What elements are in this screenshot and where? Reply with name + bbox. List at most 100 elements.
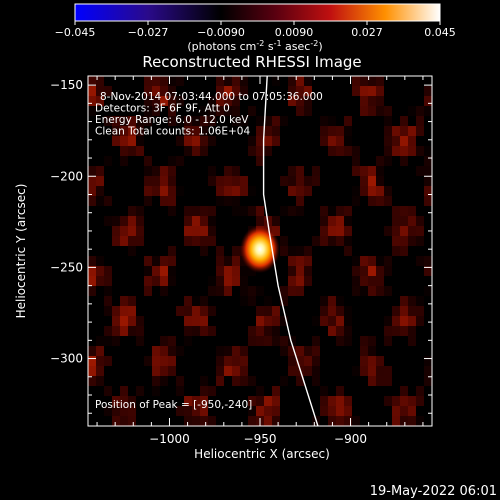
heatmap-cell — [336, 236, 344, 246]
heatmap-cell — [272, 226, 280, 236]
heatmap-cell — [256, 336, 264, 346]
heatmap-cell — [240, 116, 248, 126]
heatmap-cell — [192, 116, 200, 126]
heatmap-cell — [288, 176, 296, 186]
heatmap-cell — [144, 256, 152, 266]
heatmap-cell — [248, 136, 256, 146]
heatmap-cell — [296, 76, 304, 86]
heatmap-cell — [232, 256, 240, 266]
heatmap-cell — [352, 186, 360, 196]
heatmap-cell — [256, 126, 264, 136]
heatmap-cell — [144, 166, 152, 176]
heatmap-cell — [96, 196, 104, 206]
heatmap-cell — [200, 146, 208, 156]
heatmap-cell — [280, 316, 288, 326]
heatmap-cell — [384, 256, 392, 266]
heatmap-cell — [288, 336, 296, 346]
heatmap-cell — [344, 246, 352, 256]
heatmap-cell — [224, 286, 232, 296]
heatmap-cell — [128, 116, 136, 126]
heatmap-cell — [392, 136, 400, 146]
heatmap-cell — [160, 86, 168, 96]
heatmap-cell — [400, 406, 408, 416]
y-tick-label: −150 — [50, 78, 83, 92]
heatmap-cell — [296, 276, 304, 286]
heatmap-cell — [216, 376, 224, 386]
heatmap-cell — [232, 166, 240, 176]
heatmap-cell — [96, 76, 104, 86]
heatmap-cell — [192, 126, 200, 136]
heatmap-cell — [400, 316, 408, 326]
heatmap-cell — [296, 186, 304, 196]
heatmap-cell — [136, 216, 144, 226]
heatmap-cell — [168, 106, 176, 116]
heatmap-cell — [392, 226, 400, 236]
heatmap-cell — [416, 166, 424, 176]
heatmap-cell — [200, 116, 208, 126]
heatmap-cell — [336, 226, 344, 236]
heatmap-cell — [392, 416, 400, 426]
heatmap-cell — [168, 196, 176, 206]
heatmap-cell — [120, 226, 128, 236]
heatmap-cell — [224, 86, 232, 96]
heatmap-cell — [384, 116, 392, 126]
heatmap-cell — [216, 86, 224, 96]
heatmap-cell — [280, 346, 288, 356]
heatmap-cell — [192, 406, 200, 416]
heatmap-cell — [304, 246, 312, 256]
heatmap-cell — [320, 136, 328, 146]
heatmap-cell — [112, 306, 120, 316]
heatmap-cell — [96, 86, 104, 96]
heatmap-cell — [216, 346, 224, 356]
heatmap-cell — [248, 146, 256, 156]
heatmap-cell — [376, 366, 384, 376]
heatmap-cell — [232, 206, 240, 216]
heatmap-cell — [336, 216, 344, 226]
heatmap-cell — [272, 306, 280, 316]
heatmap-cell — [408, 326, 416, 336]
heatmap-cell — [296, 176, 304, 186]
heatmap-cell — [224, 76, 232, 86]
heatmap-cell — [88, 96, 96, 106]
heatmap-cell — [120, 396, 128, 406]
heatmap-cell — [368, 166, 376, 176]
heatmap-cell — [304, 76, 312, 86]
heatmap-cell — [104, 356, 112, 366]
heatmap-cell — [176, 186, 184, 196]
heatmap-cell — [232, 276, 240, 286]
heatmap-cell — [192, 136, 200, 146]
heatmap-cell — [256, 316, 264, 326]
heatmap-cell — [264, 306, 272, 316]
heatmap-cell — [144, 196, 152, 206]
heatmap-cell — [176, 76, 184, 86]
colorbar-tick-label: 0.027 — [351, 26, 383, 39]
heatmap-cell — [408, 146, 416, 156]
heatmap-cell — [344, 126, 352, 136]
heatmap-cell — [144, 156, 152, 166]
heatmap-cell — [96, 96, 104, 106]
heatmap-cell — [288, 246, 296, 256]
colorbar-units: (photons cm-2 s-1 asec-2) — [187, 39, 322, 53]
heatmap-cell — [304, 366, 312, 376]
heatmap-cell — [200, 126, 208, 136]
heatmap-cell — [200, 246, 208, 256]
heatmap-cell — [288, 166, 296, 176]
heatmap-cell — [208, 106, 216, 116]
generated-timestamp: 19-May-2022 06:01 — [370, 484, 497, 499]
heatmap-cell — [104, 276, 112, 286]
heatmap-cell — [424, 156, 432, 166]
heatmap-cell — [368, 356, 376, 366]
heatmap-cell — [424, 176, 432, 186]
heatmap-cell — [424, 106, 432, 116]
heatmap-cell — [400, 416, 408, 426]
y-tick-label: −200 — [50, 169, 83, 183]
heatmap-cell — [384, 376, 392, 386]
heatmap-cell — [336, 336, 344, 346]
heatmap-cell — [216, 286, 224, 296]
heatmap-cell — [88, 366, 96, 376]
heatmap-cell — [104, 286, 112, 296]
heatmap-cell — [312, 176, 320, 186]
heatmap-cell — [216, 176, 224, 186]
heatmap-cell — [344, 316, 352, 326]
heatmap-cell — [328, 226, 336, 236]
